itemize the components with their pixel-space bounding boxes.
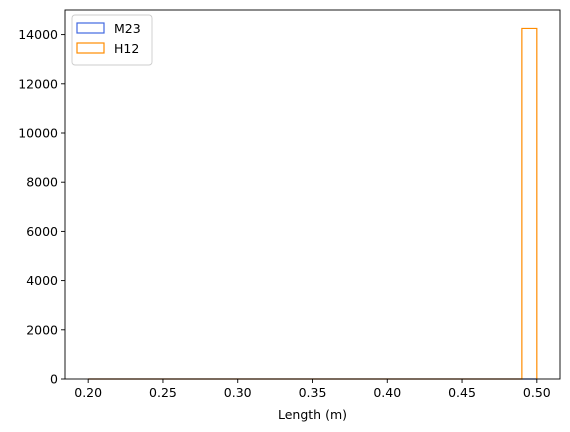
y-tick-label: 2000 [26, 322, 58, 337]
y-tick-label: 0 [50, 372, 58, 387]
y-tick-label: 14000 [18, 27, 58, 42]
x-tick-label: 0.35 [299, 385, 327, 400]
x-tick-label: 0.30 [224, 385, 252, 400]
series-h12-step [88, 27, 538, 380]
legend-label-m23: M23 [114, 21, 141, 36]
y-tick-label: 12000 [18, 76, 58, 91]
legend-swatch-h12 [76, 42, 105, 54]
x-tick-label: 0.50 [523, 385, 551, 400]
legend-label-h12: H12 [114, 41, 139, 56]
x-tick-label: 0.25 [149, 385, 177, 400]
y-tick-label: 10000 [18, 126, 58, 141]
x-tick-label: 0.45 [448, 385, 476, 400]
y-tick-label: 6000 [26, 224, 58, 239]
legend-swatch-m23 [76, 22, 105, 34]
axes-layer: 0.20 0.25 0.30 0.35 0.40 0.45 0.50 0 2000 4000 600… [18, 9, 561, 400]
y-tick-label: 4000 [26, 273, 58, 288]
series-layer [88, 27, 538, 380]
x-tick-label: 0.40 [373, 385, 401, 400]
x-tick-label: 0.20 [74, 385, 102, 400]
y-tick-label: 8000 [26, 175, 58, 190]
x-axis-label: Length (m) [278, 407, 347, 422]
